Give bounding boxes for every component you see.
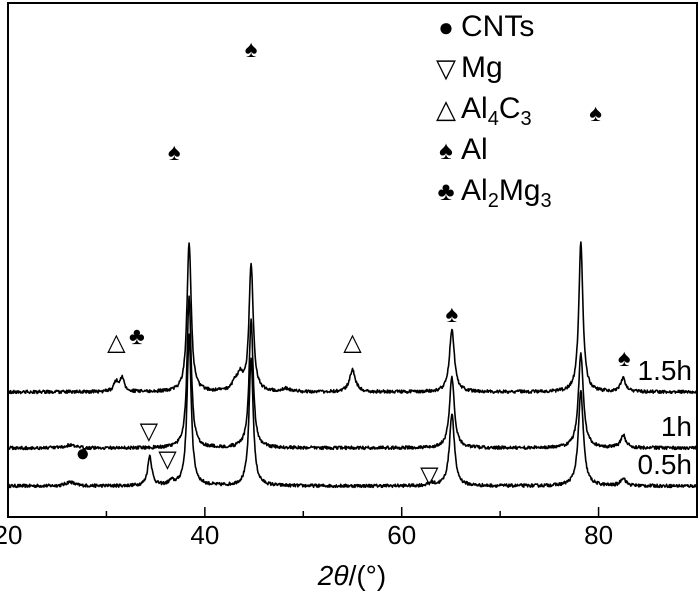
x-tick-label: 20 (0, 520, 22, 550)
series-labels: 0.5h 1h 1.5h (638, 355, 693, 480)
peak-marker: ▽ (420, 462, 439, 489)
legend-marker: ♠ (439, 135, 453, 165)
legend-label: CNTs (461, 10, 534, 43)
legend-marker: ● (438, 12, 454, 42)
legend-label: Al (461, 133, 488, 166)
x-tick-label: 40 (190, 520, 219, 550)
series-line-1.5h (7, 241, 698, 395)
legend: ● CNTs▽ Mg△ Al4C3 ♠ Al♣ Al2Mg3 (436, 10, 552, 212)
peak-marker: ♠ (446, 301, 459, 328)
x-tick-label: 80 (584, 520, 613, 550)
legend-label: Al4C3 (461, 92, 532, 130)
x-tick-label: 60 (387, 520, 416, 550)
peak-marker: ♠ (168, 139, 181, 166)
peak-marker: ● (76, 440, 91, 467)
plot-frame (7, 2, 698, 518)
peak-marker: ♠ (618, 345, 631, 372)
peak-marker: △ (343, 329, 362, 356)
series-line-0.5h (7, 333, 698, 489)
legend-marker: ▽ (436, 53, 456, 83)
series-label: 1h (661, 411, 692, 442)
peak-marker: ♠ (589, 100, 602, 127)
peak-marker: ▽ (140, 418, 159, 445)
legend-marker: ♣ (437, 176, 454, 206)
legend-label: Mg (461, 51, 503, 84)
peak-marker: ♣ (129, 323, 145, 350)
peak-markers: ●▽▽▽△ ♣♠♠△♠♠♠ (76, 36, 631, 489)
legend-label: Al2Mg3 (461, 174, 552, 212)
series-label: 1.5h (638, 355, 693, 386)
x-axis-title: 2θ/(°) (317, 560, 386, 591)
series-curves (7, 241, 698, 489)
peak-marker: △ (107, 329, 126, 356)
x-axis-ticks: 20 40 60 80 (0, 507, 698, 550)
series-label: 0.5h (638, 449, 693, 480)
series-line-1h (7, 295, 698, 451)
peak-marker: ♠ (245, 36, 258, 63)
peak-marker: ▽ (158, 446, 177, 473)
legend-marker: △ (436, 94, 456, 124)
